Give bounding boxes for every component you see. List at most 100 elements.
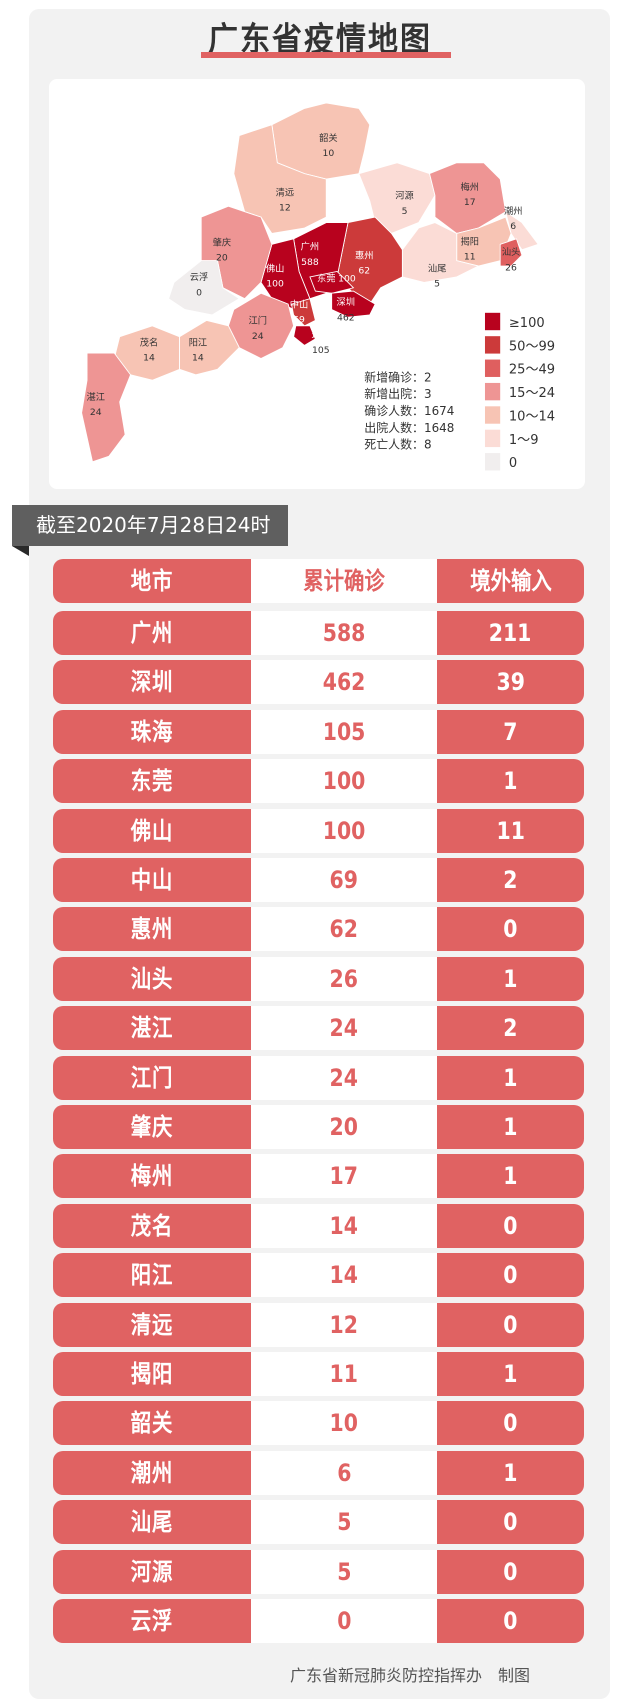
- confirmed-cell: 588: [251, 611, 437, 655]
- region-value-label: 26: [505, 262, 517, 273]
- region-value-label: 24: [252, 331, 264, 342]
- region-value-label: 12: [279, 203, 291, 214]
- confirmed-cell: 62: [251, 907, 437, 952]
- region-name-label: 珠海: [312, 329, 330, 341]
- region-value-label: 17: [464, 197, 476, 208]
- cell-text: 12: [329, 1310, 359, 1339]
- confirmed-cell: 5: [251, 1549, 437, 1594]
- cell-text: 11: [329, 1360, 359, 1388]
- imported-cell: 0: [437, 1549, 584, 1594]
- date-banner: 截至2020年7月28日24时: [12, 505, 288, 546]
- cell-text: 20: [329, 1113, 359, 1141]
- region-name-label: 肇庆: [213, 236, 231, 248]
- region-2: [358, 162, 436, 234]
- cell-text: 地市: [130, 567, 174, 595]
- legend-swatch: [484, 406, 501, 424]
- confirmed-cell: 100: [251, 759, 437, 804]
- cell-text: 0: [503, 915, 518, 944]
- table-row: 潮州 6 1: [53, 1450, 584, 1495]
- table-row: 揭阳 11 1: [53, 1352, 584, 1396]
- region-name-label: 东莞: [317, 272, 335, 284]
- cell-text: 汕头: [130, 964, 174, 993]
- city-cell: 广州: [53, 611, 251, 655]
- region-value-label: 24: [90, 407, 102, 418]
- table-row: 珠海 105 7: [53, 709, 584, 754]
- region-14: [293, 325, 316, 346]
- city-cell: 佛山: [53, 808, 251, 853]
- region-name-label: 揭阳: [461, 235, 479, 247]
- city-cell: 深圳: [53, 660, 251, 705]
- header-cell: 境外输入: [437, 559, 584, 603]
- cell-text: 境外输入: [469, 567, 552, 595]
- region-value-label: 11: [464, 252, 476, 263]
- imported-cell: 0: [437, 1253, 584, 1298]
- region-6: [499, 238, 523, 267]
- legend-label: 10～14: [509, 409, 555, 424]
- region-value-label: 69: [293, 315, 305, 326]
- city-cell: 肇庆: [53, 1105, 251, 1149]
- city-cell: 东莞: [53, 759, 251, 804]
- city-cell: 河源: [53, 1549, 251, 1594]
- cell-text: 深圳: [130, 668, 174, 697]
- cell-text: 佛山: [130, 816, 174, 845]
- city-cell: 揭阳: [53, 1352, 251, 1396]
- city-cell: 茂名: [53, 1203, 251, 1248]
- cell-text: 39: [496, 668, 525, 697]
- stat-line: 出院人数：1648: [364, 420, 454, 435]
- region-name-label: 阳江: [189, 337, 207, 348]
- region-1: [233, 124, 327, 234]
- cell-text: 7: [503, 717, 518, 746]
- legend-label: 15～24: [509, 386, 555, 401]
- imported-cell: 7: [437, 709, 584, 754]
- legend-swatch: [484, 359, 501, 377]
- region-7: [401, 222, 480, 283]
- region-name-label: 茂名: [140, 336, 158, 348]
- cell-text: 17: [329, 1162, 359, 1191]
- table-row: 梅州 17 1: [53, 1154, 584, 1199]
- cell-text: 24: [329, 1014, 359, 1043]
- cell-text: 韶关: [130, 1409, 174, 1438]
- confirmed-cell: 14: [251, 1253, 437, 1298]
- city-cell: 清远: [53, 1302, 251, 1347]
- legend-swatch: [484, 429, 501, 448]
- imported-cell: 2: [437, 1006, 584, 1051]
- cell-text: 10: [329, 1409, 359, 1438]
- cell-text: 14: [329, 1261, 359, 1290]
- confirmed-cell: 14: [251, 1203, 437, 1248]
- city-cell: 珠海: [53, 709, 251, 754]
- cell-text: 462: [322, 668, 366, 697]
- confirmed-cell: 100: [251, 808, 437, 853]
- cell-text: 0: [503, 1607, 518, 1635]
- region-value-label: 14: [143, 353, 155, 364]
- region-value-label: 0: [196, 287, 202, 298]
- cell-text: 0: [503, 1261, 518, 1290]
- cell-text: 东莞: [130, 767, 174, 796]
- region-20: [81, 352, 132, 463]
- region-12: [331, 290, 376, 318]
- city-cell: 阳江: [53, 1253, 251, 1298]
- city-cell: 潮州: [53, 1450, 251, 1495]
- table-row: 清远 12 0: [53, 1302, 584, 1347]
- region-name-label: 江门: [249, 315, 267, 327]
- region-16: [168, 260, 241, 316]
- cell-text: 河源: [130, 1557, 174, 1586]
- region-name-label: 云浮: [190, 271, 208, 283]
- city-cell: 梅州: [53, 1154, 251, 1199]
- cell-text: 2: [503, 1014, 518, 1043]
- cell-text: 69: [329, 866, 359, 894]
- legend-swatch: [484, 453, 501, 471]
- table-row: 广州 588 211: [53, 611, 584, 655]
- cell-text: 云浮: [130, 1607, 174, 1635]
- cell-text: 1: [503, 1458, 518, 1487]
- confirmed-cell: 11: [251, 1352, 437, 1396]
- city-cell: 江门: [53, 1055, 251, 1100]
- legend-swatch: [484, 312, 501, 331]
- cell-text: 0: [503, 1508, 518, 1537]
- imported-cell: 2: [437, 858, 584, 902]
- legend-swatch: [484, 382, 501, 401]
- imported-cell: 211: [437, 611, 584, 655]
- cell-text: 江门: [130, 1063, 174, 1092]
- table-row: 东莞 100 1: [53, 759, 584, 804]
- cell-text: 14: [329, 1211, 359, 1240]
- region-name-label: 湛江: [87, 392, 105, 403]
